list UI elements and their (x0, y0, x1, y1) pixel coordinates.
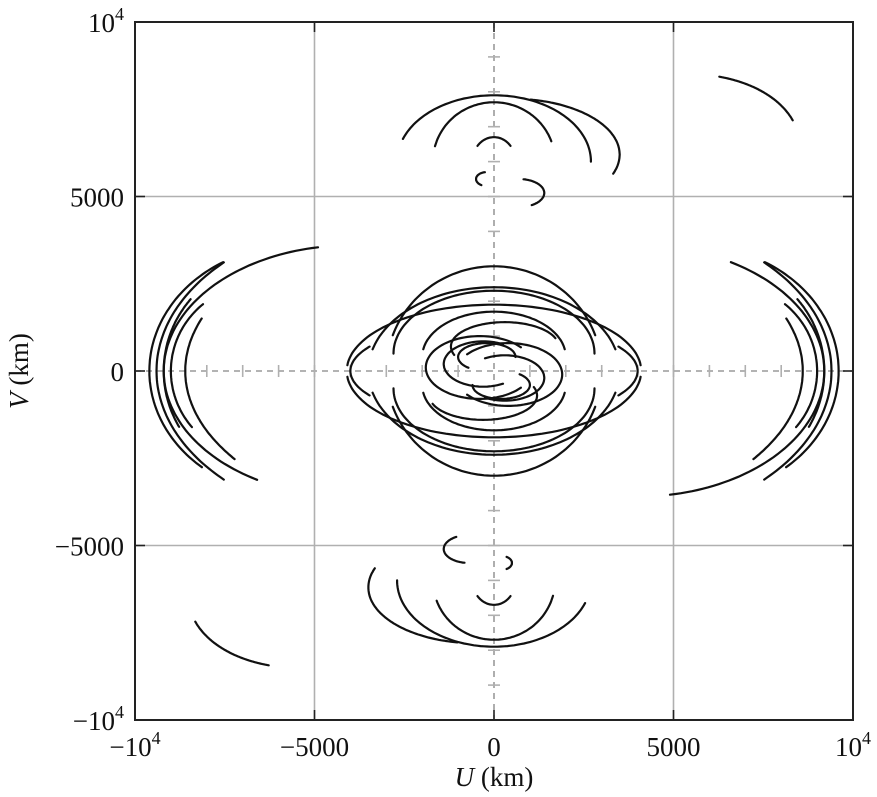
axis-ticks: −104 −5000 0 5000 104 104 5000 0 −5000 −104 (55, 4, 871, 762)
uv-track-arc (435, 594, 555, 641)
uv-track-arc (371, 286, 617, 351)
grid-lines (135, 22, 853, 720)
uv-track-arc (346, 375, 642, 439)
uv-track-arc (505, 555, 513, 571)
x-tick-label: 5000 (647, 732, 701, 762)
uv-track-arc (763, 261, 833, 481)
uv-track-arc (475, 171, 486, 187)
uv-track-arc (617, 345, 639, 397)
uv-track-arc (194, 620, 270, 667)
uv-track-arc (349, 345, 371, 397)
uv-track-arc (184, 317, 236, 461)
y-tick-label: 5000 (70, 183, 124, 213)
uv-track-arc (431, 386, 539, 422)
uv-track-arc (483, 354, 546, 402)
y-tick-label: 104 (88, 4, 124, 38)
uv-track-arc (422, 391, 566, 432)
uv-track-arc (148, 261, 225, 469)
uv-tracks (148, 75, 840, 667)
uv-track-arc (162, 298, 192, 428)
y-tick-label: −5000 (55, 532, 124, 562)
uv-track-arc (346, 303, 642, 367)
uv-track-arc (155, 261, 225, 481)
uv-track-arc (371, 391, 617, 456)
uv-track-arc (668, 261, 826, 496)
uv-track-arc (367, 567, 459, 644)
x-tick-label: 104 (835, 728, 871, 762)
x-tick-label: −104 (109, 728, 160, 762)
x-tick-label: 0 (487, 732, 501, 762)
uv-track-arc (424, 335, 522, 400)
uv-track-arc (522, 178, 546, 207)
uv-track-arc (442, 535, 466, 564)
uv-track-arc (763, 261, 840, 469)
uv-track-arc (476, 136, 512, 147)
uv-track-arc (752, 317, 804, 461)
uv-track-arc (466, 342, 564, 407)
y-tick-label: 0 (111, 357, 125, 387)
uv-track-arc (433, 101, 553, 148)
uv-track-arc (449, 320, 557, 356)
y-axis-title: V (km) (4, 333, 34, 409)
uv-track-arc (422, 310, 566, 351)
uv-track-arc (169, 303, 205, 429)
x-axis-title: U (km) (455, 762, 534, 792)
uv-track-arc (457, 342, 517, 369)
uv-track-arc (718, 75, 794, 122)
uv-track-arc (783, 303, 819, 429)
y-tick-label: −104 (73, 702, 124, 736)
uv-track-arc (442, 340, 505, 388)
uv-track-arc (796, 298, 826, 428)
uv-track-arc (396, 579, 587, 648)
uv-track-arc (391, 265, 597, 337)
uv-track-arc (401, 94, 592, 163)
uv-track-arc (476, 595, 512, 606)
uv-track-arc (392, 387, 596, 453)
uv-track-arc (471, 373, 531, 400)
uv-track-arc (529, 98, 621, 175)
uv-track-arc (162, 246, 320, 481)
x-tick-label: −5000 (280, 732, 349, 762)
uv-track-arc (391, 405, 597, 477)
uv-track-arc (392, 289, 596, 355)
